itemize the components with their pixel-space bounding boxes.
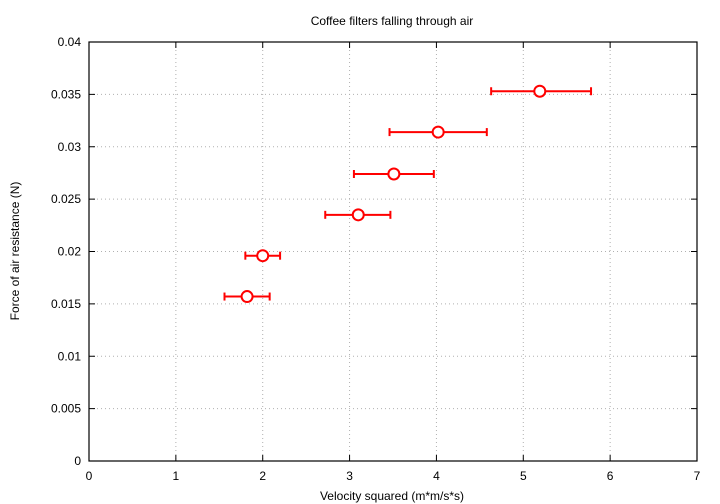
y-axis-label: Force of air resistance (N) <box>8 182 22 321</box>
y-tick-label: 0 <box>74 454 81 468</box>
point-marker <box>387 167 401 181</box>
ticks: 0 1 2 3 4 5 6 7 0 0.005 0.01 0.015 0.02 0.025 0.03 0.03… <box>51 35 701 483</box>
y-tick-label: 0.005 <box>51 402 81 416</box>
y-tick-label: 0.025 <box>51 192 81 206</box>
data-marks <box>223 84 593 304</box>
x-tick-label: 2 <box>259 469 266 483</box>
x-tick-label: 4 <box>433 469 440 483</box>
point-marker <box>351 208 365 222</box>
plot-frame <box>88 41 698 462</box>
point-marker <box>256 249 270 263</box>
grid <box>89 42 697 461</box>
y-tick-label: 0.02 <box>58 245 82 259</box>
data-point <box>244 249 282 263</box>
x-tick-label: 3 <box>346 469 353 483</box>
y-tick-label: 0.015 <box>51 297 81 311</box>
data-point <box>223 290 271 304</box>
data-point <box>388 125 488 139</box>
point-marker <box>533 84 547 98</box>
x-axis-label: Velocity squared (m*m/s*s) <box>320 489 464 503</box>
x-tick-label: 7 <box>694 469 701 483</box>
point-marker <box>240 290 254 304</box>
x-tick-label: 1 <box>173 469 180 483</box>
x-tick-label: 0 <box>86 469 93 483</box>
data-point <box>490 84 593 98</box>
y-tick-label: 0.03 <box>58 140 82 154</box>
y-tick-label: 0.01 <box>58 349 82 363</box>
point-marker <box>431 125 445 139</box>
y-tick-label: 0.035 <box>51 87 81 101</box>
data-point <box>352 167 435 181</box>
data-point <box>324 208 392 222</box>
y-tick-label: 0.04 <box>58 35 82 49</box>
x-tick-label: 6 <box>607 469 614 483</box>
x-tick-label: 5 <box>520 469 527 483</box>
chart-title: Coffee filters falling through air <box>311 14 474 28</box>
